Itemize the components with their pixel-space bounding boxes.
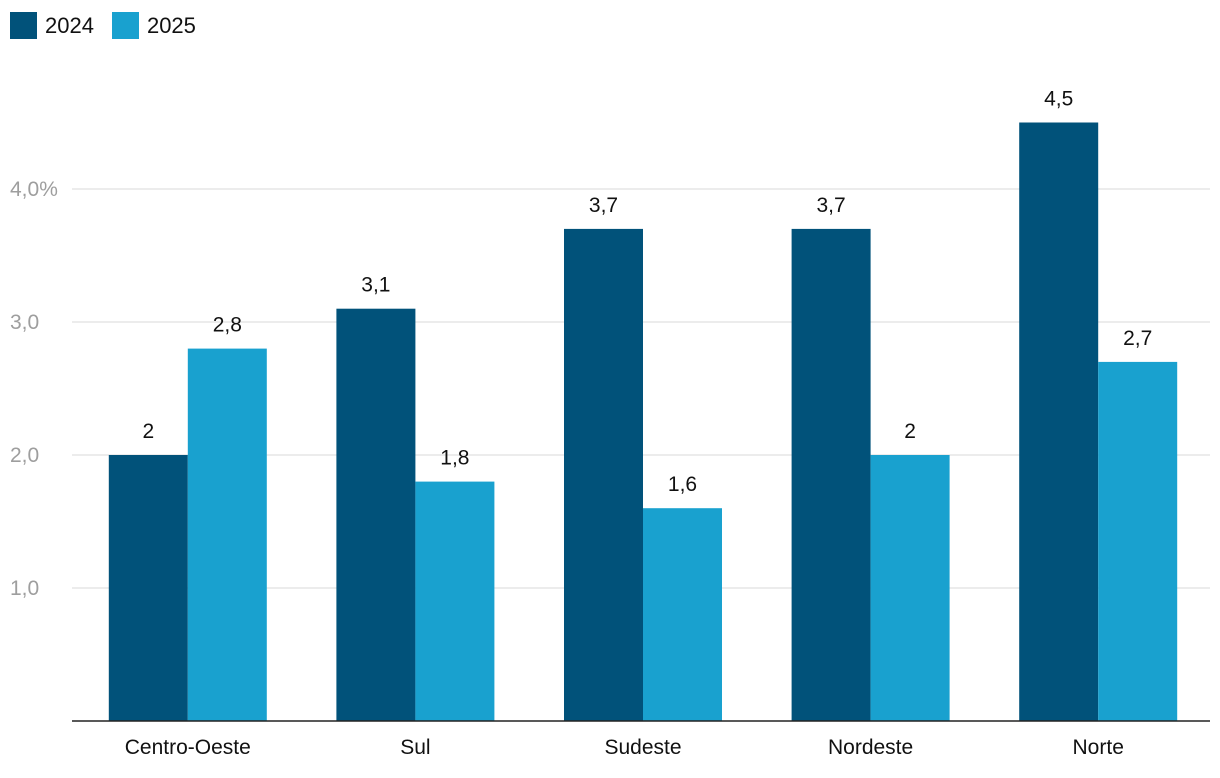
- bar-2024-2: [564, 228, 643, 721]
- legend: 2024 2025: [10, 12, 196, 39]
- label-layer: 2 2,8 Centro-Oeste 3,1 1,8 Sul 3,7 1,6 Sudeste 3,…: [72, 88, 1210, 759]
- data-label-2025-2: 1,6: [668, 473, 697, 496]
- data-label-2024-4: 4,5: [1044, 88, 1073, 111]
- bar-2025-3: [870, 455, 950, 721]
- data-label-2025-4: 2,7: [1123, 327, 1152, 350]
- x-tick-label-4: Norte: [1073, 736, 1124, 759]
- x-tick-label-0: Centro-Oeste: [125, 736, 251, 759]
- data-label-2025-3: 2: [904, 420, 916, 443]
- bar-layer: [108, 122, 1178, 721]
- legend-swatch-2024: [10, 12, 37, 39]
- y-tick-label-1: 2,0: [10, 444, 39, 467]
- legend-label-2025: 2025: [146, 12, 196, 38]
- bar-2024-4: [1019, 122, 1099, 721]
- x-tick-label-3: Nordeste: [828, 736, 913, 759]
- bar-2025-1: [415, 481, 495, 721]
- bar-2024-1: [336, 308, 416, 721]
- bar-2024-0: [108, 455, 188, 721]
- y-tick-label-0: 1,0: [10, 577, 39, 600]
- bar-2025-0: [187, 348, 267, 721]
- bar-2025-2: [643, 508, 722, 721]
- x-tick-label-2: Sudeste: [604, 736, 681, 759]
- data-label-2024-1: 3,1: [361, 274, 390, 297]
- legend-item-2024: 2024: [10, 12, 94, 39]
- y-tick-label-3: 4,0%: [10, 178, 58, 201]
- x-tick-label-1: Sul: [400, 736, 430, 759]
- data-label-2025-0: 2,8: [213, 314, 242, 337]
- legend-item-2025: 2025: [111, 12, 196, 39]
- legend-swatch-2025: [111, 12, 139, 39]
- data-label-2024-3: 3,7: [816, 194, 845, 217]
- bar-2024-3: [791, 228, 871, 721]
- y-tick-label-2: 3,0: [10, 311, 39, 334]
- data-label-2025-1: 1,8: [440, 447, 469, 470]
- legend-label-2024: 2024: [45, 12, 94, 38]
- data-label-2024-0: 2: [142, 420, 154, 443]
- bar-2025-4: [1098, 361, 1178, 721]
- data-label-2024-2: 3,7: [589, 194, 618, 217]
